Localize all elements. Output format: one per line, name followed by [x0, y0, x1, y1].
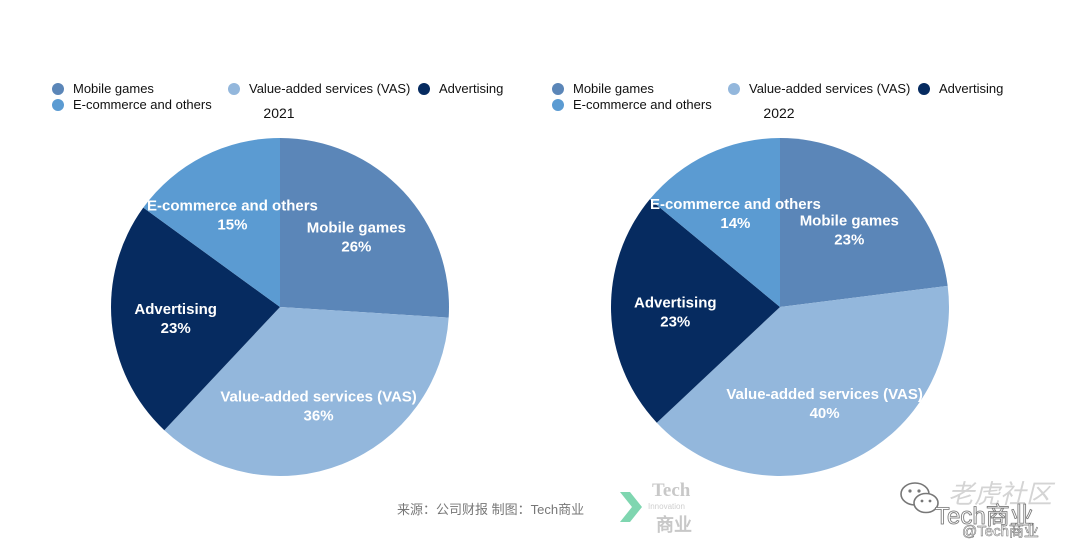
- chart-2022: Mobile games Value-added services (VAS) …: [500, 0, 1040, 500]
- pie-slice-value-added-services-vas: [164, 307, 449, 476]
- watermark-account: Tech商业: [935, 503, 1035, 531]
- slice-value-label: 26%: [341, 238, 371, 255]
- legend-swatch: [552, 82, 564, 95]
- slice-label-value-added-services-vas: Value-added services (VAS) 40%: [726, 386, 922, 422]
- slice-value-label: 36%: [304, 407, 334, 424]
- slice-value-label: 23%: [834, 231, 864, 248]
- legend-label: E-commerce and others: [573, 97, 712, 112]
- watermark-handle: @Tech商业: [962, 523, 1039, 541]
- legend-swatch: [52, 98, 64, 111]
- legend-swatch: [52, 82, 64, 95]
- legend-item-mobile-games: Mobile games: [552, 81, 654, 96]
- legend-swatch: [418, 82, 430, 95]
- pie-chart-2021: Mobile games 26% Value-added services (VAS…: [110, 138, 449, 476]
- legend-label: Value-added services (VAS): [249, 81, 411, 96]
- legend-item-advertising: Advertising: [418, 81, 503, 96]
- legend-label: Advertising: [439, 81, 504, 96]
- slice-label-e-commerce-and-others: E-commerce and others 15%: [147, 198, 318, 234]
- legend-swatch: [918, 82, 930, 95]
- logo-cn: 商业: [656, 515, 692, 535]
- legend-label: Value-added services (VAS): [749, 81, 911, 96]
- legend-swatch: [728, 82, 740, 95]
- slice-label-e-commerce-and-others: E-commerce and others 14%: [650, 196, 821, 232]
- legend-item-mobile-games: Mobile games: [52, 81, 154, 96]
- pie-slice-value-added-services-vas: [656, 285, 949, 476]
- legend-item-advertising: Advertising: [918, 81, 1003, 96]
- slice-value-label: 14%: [720, 215, 750, 232]
- slice-label-value-added-services-vas: Value-added services (VAS) 36%: [220, 388, 416, 424]
- pie-slice-advertising: [611, 199, 780, 423]
- source-credit: 来源：公司财报 制图：Tech商业: [397, 502, 585, 517]
- legend-swatch: [552, 98, 564, 111]
- legend-label: E-commerce and others: [73, 97, 212, 112]
- watermark-site: 老虎社区: [948, 479, 1053, 509]
- slice-value-label: 23%: [660, 313, 690, 330]
- slice-value-label: 23%: [161, 320, 191, 337]
- legend-label: Advertising: [939, 81, 1004, 96]
- slice-category-label: Value-added services (VAS): [220, 388, 416, 405]
- slice-label-mobile-games: Mobile games 26%: [307, 219, 406, 255]
- chart-title: 2021: [263, 105, 295, 121]
- legend-item-ecommerce: E-commerce and others: [52, 97, 212, 112]
- slice-label-mobile-games: Mobile games 23%: [800, 212, 899, 248]
- legend-label: Mobile games: [573, 81, 654, 96]
- slice-category-label: Advertising: [634, 294, 717, 311]
- legend-label: Mobile games: [73, 81, 154, 96]
- pie-slice-mobile-games: [780, 138, 948, 307]
- slice-value-label: 15%: [217, 217, 247, 234]
- slice-category-label: E-commerce and others: [650, 196, 821, 213]
- wechat-icon: [900, 482, 939, 514]
- legend-item-vas: Value-added services (VAS): [728, 81, 910, 96]
- slice-category-label: Mobile games: [307, 219, 406, 236]
- slice-category-label: Value-added services (VAS): [726, 386, 922, 403]
- slice-value-label: 40%: [810, 405, 840, 422]
- pie-slice-e-commerce-and-others: [649, 138, 780, 307]
- logo-tech: Tech: [652, 480, 691, 501]
- legend-item-ecommerce: E-commerce and others: [552, 97, 712, 112]
- legend-item-vas: Value-added services (VAS): [228, 81, 410, 96]
- slice-category-label: Mobile games: [800, 212, 899, 229]
- pie-slice-advertising: [110, 207, 280, 431]
- slice-label-advertising: Advertising 23%: [134, 301, 217, 337]
- chevron-logo-icon: [620, 492, 642, 522]
- pie-chart-2022: Mobile games 23% Value-added services (VAS…: [611, 138, 949, 476]
- slice-category-label: Advertising: [134, 301, 217, 318]
- slice-label-advertising: Advertising 23%: [634, 294, 717, 330]
- pie-slice-e-commerce-and-others: [143, 138, 280, 307]
- pie-slice-mobile-games: [280, 138, 449, 318]
- chart-2021: Mobile games Value-added services (VAS) …: [0, 0, 540, 500]
- brand-logo: Tech Innovation 商业: [618, 480, 708, 538]
- chart-title: 2022: [763, 105, 795, 121]
- logo-innovation: Innovation: [648, 502, 685, 511]
- slice-category-label: E-commerce and others: [147, 198, 318, 215]
- legend-swatch: [228, 82, 240, 95]
